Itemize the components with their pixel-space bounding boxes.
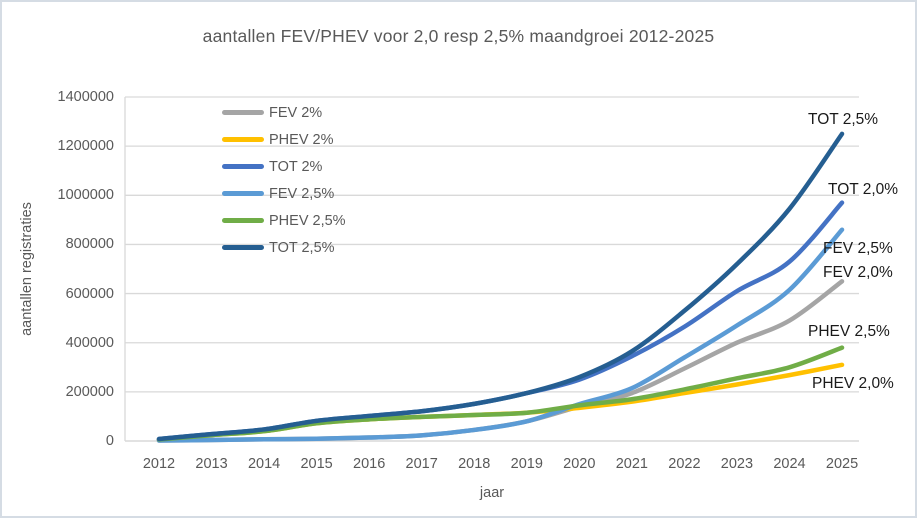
series-line-fev-2- xyxy=(156,279,845,443)
legend-item-phev-2-[interactable]: PHEV 2% xyxy=(222,126,346,153)
y-tick-label: 600000 xyxy=(65,285,114,302)
x-tick-label: 2023 xyxy=(720,456,754,472)
series-end-label-phev-2-0-: PHEV 2,0% xyxy=(812,375,894,392)
y-tick-label: 400000 xyxy=(65,334,114,351)
x-axis-title: jaar xyxy=(479,485,505,501)
x-tick-label: 2013 xyxy=(195,456,228,472)
legend-item-phev-2-5-[interactable]: PHEV 2,5% xyxy=(222,207,346,234)
x-tick-label: 2012 xyxy=(142,456,176,472)
legend-label: FEV 2,5% xyxy=(269,185,335,202)
y-tick-label: 200000 xyxy=(65,383,114,400)
legend-item-tot-2-[interactable]: TOT 2% xyxy=(222,153,346,180)
legend-line-swatch xyxy=(222,137,264,142)
y-tick-label: 800000 xyxy=(65,236,114,253)
legend-label: TOT 2% xyxy=(269,158,323,175)
legend-line-swatch xyxy=(222,245,264,250)
legend-item-fev-2-5-[interactable]: FEV 2,5% xyxy=(222,180,346,207)
y-tick-label: 1400000 xyxy=(57,89,114,106)
series-end-label-fev-2-5-: FEV 2,5% xyxy=(823,240,893,257)
y-tick-label: 0 xyxy=(105,433,114,449)
legend-line-swatch xyxy=(222,110,264,115)
y-tick-label: 1200000 xyxy=(57,138,114,155)
x-tick-label: 2018 xyxy=(458,456,491,472)
x-tick-label: 2024 xyxy=(773,456,806,472)
x-tick-label: 2025 xyxy=(825,456,859,472)
series-line-tot-2-5- xyxy=(156,131,845,442)
x-tick-label: 2017 xyxy=(405,456,438,472)
legend-label: TOT 2,5% xyxy=(269,239,335,256)
legend: FEV 2% PHEV 2% TOT 2% FEV 2,5% PHEV 2,5% TOT … xyxy=(222,99,346,261)
legend-line-swatch xyxy=(222,191,264,196)
series-end-label-phev-2-5-: PHEV 2,5% xyxy=(808,323,890,340)
series-end-label-tot-2-5-: TOT 2,5% xyxy=(808,111,879,128)
y-tick-label: 1000000 xyxy=(57,187,114,204)
legend-line-swatch xyxy=(222,218,264,223)
chart-title: aantallen FEV/PHEV voor 2,0 resp 2,5% ma… xyxy=(202,26,715,46)
series-line-fev-2-5- xyxy=(156,227,845,443)
legend-label: FEV 2% xyxy=(269,104,323,121)
x-tick-label: 2020 xyxy=(563,456,596,472)
legend-label: PHEV 2% xyxy=(269,131,334,148)
x-tick-label: 2019 xyxy=(510,456,543,472)
legend-line-swatch xyxy=(222,164,264,169)
x-tick-label: 2022 xyxy=(668,456,701,472)
x-tick-label: 2014 xyxy=(247,456,281,472)
x-tick-label: 2016 xyxy=(353,456,386,472)
legend-label: PHEV 2,5% xyxy=(269,212,346,229)
series-end-label-tot-2-0-: TOT 2,0% xyxy=(828,181,899,198)
x-tick-label: 2021 xyxy=(615,456,648,472)
x-tick-label: 2015 xyxy=(300,456,333,472)
legend-item-fev-2-[interactable]: FEV 2% xyxy=(222,99,346,126)
series-end-label-fev-2-0-: FEV 2,0% xyxy=(823,264,893,281)
legend-item-tot-2-5-[interactable]: TOT 2,5% xyxy=(222,234,346,261)
